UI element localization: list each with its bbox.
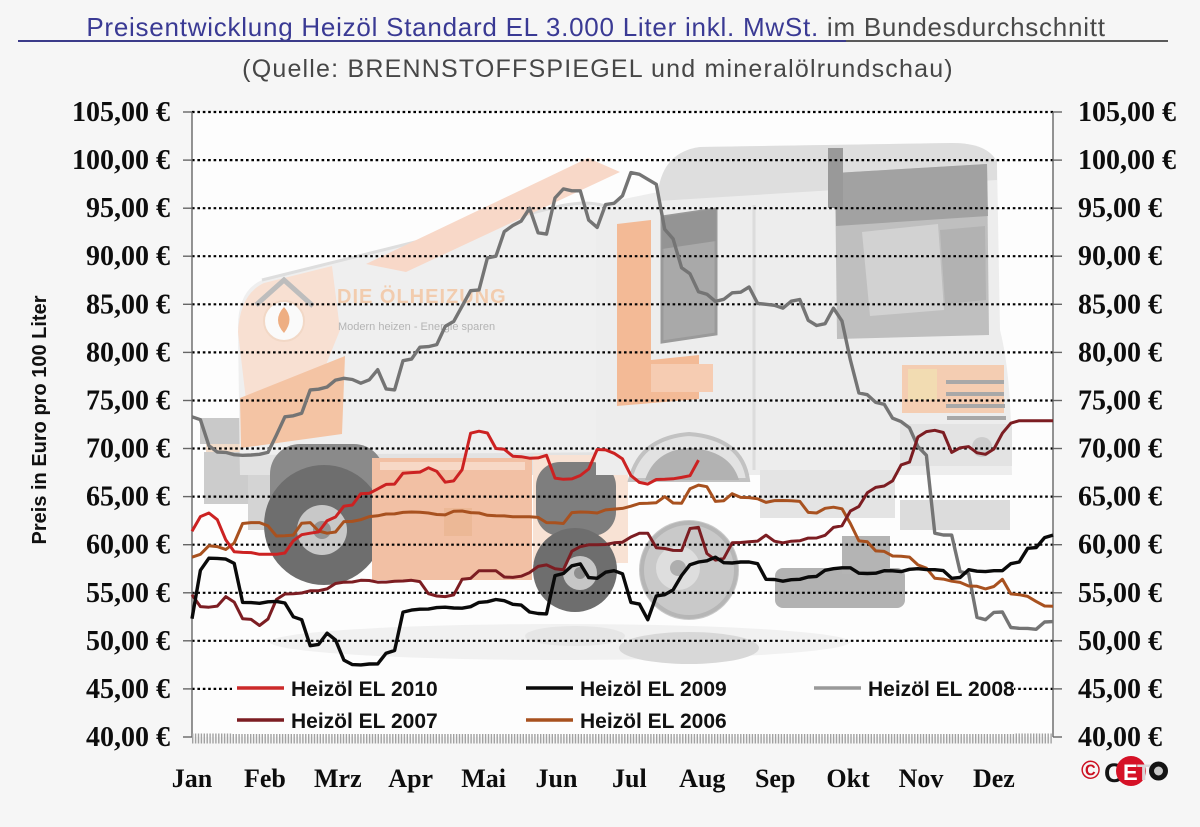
svg-text:100,00 €: 100,00 € (72, 145, 170, 176)
svg-text:45,00 €: 45,00 € (86, 674, 170, 705)
svg-text:90,00 €: 90,00 € (1078, 241, 1162, 272)
svg-text:45,00 €: 45,00 € (1078, 674, 1162, 705)
svg-text:50,00 €: 50,00 € (1078, 626, 1162, 657)
svg-text:60,00 €: 60,00 € (86, 530, 170, 561)
svg-text:40,00 €: 40,00 € (86, 722, 170, 753)
svg-text:95,00 €: 95,00 € (1078, 193, 1162, 224)
svg-text:85,00 €: 85,00 € (1078, 289, 1162, 320)
svg-text:105,00 €: 105,00 € (1078, 97, 1176, 128)
svg-text:Mrz: Mrz (314, 764, 362, 793)
svg-text:65,00 €: 65,00 € (86, 482, 170, 513)
svg-text:Nov: Nov (899, 764, 944, 793)
svg-text:Okt: Okt (826, 764, 870, 793)
svg-text:100,00 €: 100,00 € (1078, 145, 1176, 176)
svg-text:95,00 €: 95,00 € (86, 193, 170, 224)
svg-text:85,00 €: 85,00 € (86, 289, 170, 320)
svg-text:Feb: Feb (244, 764, 286, 793)
svg-text:Heizöl EL 2007: Heizöl EL 2007 (291, 710, 438, 733)
svg-text:Heizöl EL 2008: Heizöl EL 2008 (868, 678, 1015, 701)
svg-text:75,00 €: 75,00 € (86, 386, 170, 417)
svg-text:Sep: Sep (755, 764, 795, 793)
svg-text:55,00 €: 55,00 € (1078, 578, 1162, 609)
svg-text:80,00 €: 80,00 € (86, 337, 170, 368)
svg-text:90,00 €: 90,00 € (86, 241, 170, 272)
svg-text:65,00 €: 65,00 € (1078, 482, 1162, 513)
svg-text:70,00 €: 70,00 € (1078, 434, 1162, 465)
svg-text:75,00 €: 75,00 € (1078, 386, 1162, 417)
svg-text:Aug: Aug (679, 764, 725, 793)
svg-text:70,00 €: 70,00 € (86, 434, 170, 465)
svg-text:DIE ÖLHEIZUNG: DIE ÖLHEIZUNG (337, 285, 507, 308)
svg-text:©: © (1081, 755, 1100, 785)
svg-text:105,00 €: 105,00 € (72, 97, 170, 128)
svg-text:Heizöl EL 2010: Heizöl EL 2010 (291, 678, 438, 701)
svg-text:Jul: Jul (612, 764, 647, 793)
svg-text:Preisentwicklung Heizöl Standa: Preisentwicklung Heizöl Standard EL 3.00… (86, 12, 1105, 42)
svg-text:80,00 €: 80,00 € (1078, 337, 1162, 368)
svg-text:60,00 €: 60,00 € (1078, 530, 1162, 561)
svg-text:40,00 €: 40,00 € (1078, 722, 1162, 753)
svg-text:Mai: Mai (461, 764, 506, 793)
svg-text:Heizöl EL 2006: Heizöl EL 2006 (580, 710, 727, 733)
svg-text:Apr: Apr (388, 764, 433, 793)
svg-text:(Quelle: BRENNSTOFFSPIEGEL und: (Quelle: BRENNSTOFFSPIEGEL und mineralöl… (242, 55, 954, 83)
svg-text:Jan: Jan (172, 764, 213, 793)
svg-text:Modern heizen - Energie sparen: Modern heizen - Energie sparen (338, 321, 495, 333)
svg-text:Jun: Jun (536, 764, 578, 793)
svg-text:Heizöl EL 2009: Heizöl EL 2009 (580, 678, 727, 701)
svg-text:Preis in Euro pro 100 Liter: Preis in Euro pro 100 Liter (29, 295, 51, 544)
svg-text:50,00 €: 50,00 € (86, 626, 170, 657)
svg-text:55,00 €: 55,00 € (86, 578, 170, 609)
svg-text:E: E (1123, 760, 1138, 785)
svg-text:T: T (1137, 760, 1151, 785)
svg-text:Dez: Dez (973, 764, 1015, 793)
